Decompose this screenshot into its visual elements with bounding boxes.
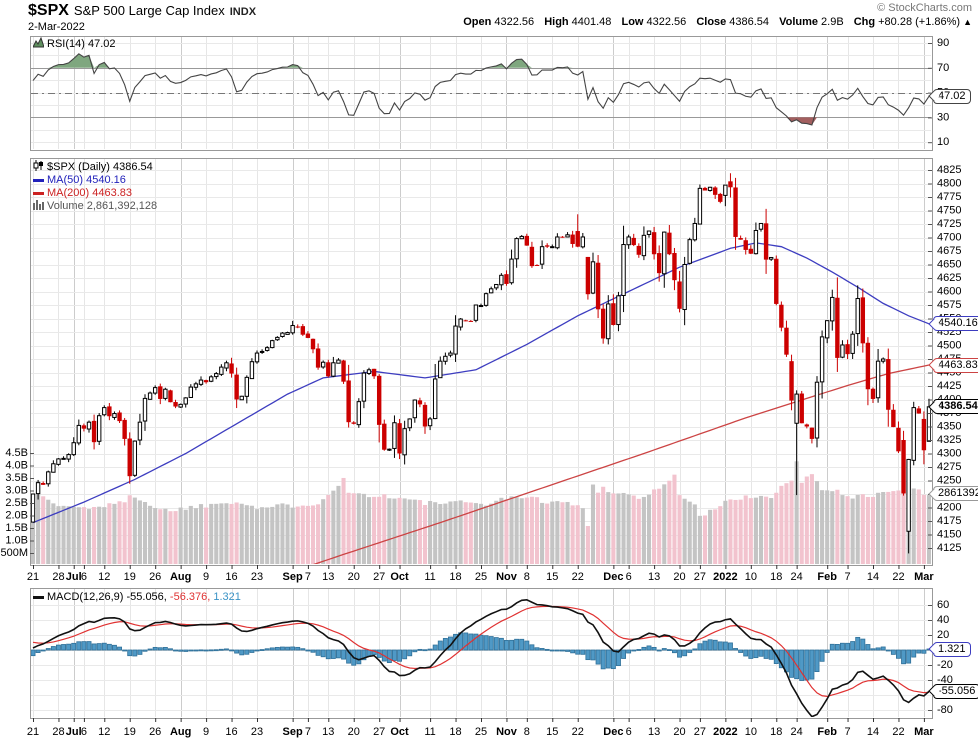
chg-label: Chg bbox=[853, 16, 876, 28]
volume-value: 2.9B bbox=[821, 16, 844, 28]
rsi-legend-label: RSI(14) 47.02 bbox=[47, 38, 116, 50]
rsi-legend: RSI(14) 47.02 bbox=[32, 36, 116, 52]
low-label: Low bbox=[621, 16, 644, 28]
ma200-legend: MA(200) 4463.83 bbox=[47, 187, 132, 199]
macd-value-badge: -55.056 bbox=[933, 683, 978, 699]
main-legend: $SPX (Daily) 4386.54 MA(50) 4540.16 MA(2… bbox=[33, 160, 158, 214]
rsi-area-icon bbox=[32, 36, 45, 52]
macd-hist-value: 1.321 bbox=[213, 591, 241, 603]
candlestick-icon bbox=[33, 160, 44, 175]
header-left: $SPX S&P 500 Large Cap Index INDX 2-Mar-20… bbox=[28, 2, 256, 33]
ma200-line-icon bbox=[33, 192, 44, 195]
close-value: 4386.54 bbox=[729, 16, 770, 28]
date-label: 2-Mar-2022 bbox=[28, 21, 85, 33]
ma50-line-icon bbox=[33, 179, 44, 182]
ma50-legend: MA(50) 4540.16 bbox=[47, 174, 126, 186]
volume-bars-icon bbox=[33, 199, 44, 214]
low-value: 4322.56 bbox=[646, 16, 687, 28]
close-price-badge: 4386.54 bbox=[933, 399, 978, 415]
symbol: $SPX bbox=[28, 2, 69, 19]
ma200-value-badge: 4463.83 bbox=[933, 357, 978, 373]
macd-hist-badge: 1.321 bbox=[933, 641, 971, 657]
volume-label: Volume bbox=[779, 16, 819, 28]
copyright: © StockCharts.com bbox=[877, 2, 972, 14]
quote-line: Open 4322.56 High 4401.48 Low 4322.56 Close… bbox=[456, 16, 972, 28]
header-right: © StockCharts.com Open 4322.56 High 4401.4… bbox=[456, 2, 972, 28]
macd-legend-prefix: MACD(12,26,9) bbox=[47, 591, 124, 603]
close-label: Close bbox=[696, 16, 727, 28]
macd-value: -55.056, bbox=[126, 591, 167, 603]
macd-signal-value: -56.376, bbox=[169, 591, 211, 603]
volume-legend: Volume 2,861,392,128 bbox=[47, 200, 158, 212]
ma50-value-badge: 4540.16 bbox=[933, 316, 978, 332]
exchange-label: INDX bbox=[229, 6, 257, 18]
header: $SPX S&P 500 Large Cap Index INDX 2-Mar-20… bbox=[28, 2, 972, 33]
chg-value: +80.28 (+1.86%) bbox=[878, 16, 961, 28]
high-value: 4401.48 bbox=[571, 16, 612, 28]
main-legend-symbol: $SPX (Daily) 4386.54 bbox=[47, 161, 153, 173]
rsi-value-badge: 47.02 bbox=[933, 88, 971, 104]
open-label: Open bbox=[463, 16, 492, 28]
open-value: 4322.56 bbox=[494, 16, 535, 28]
up-arrow-icon: ▲ bbox=[963, 17, 972, 27]
high-label: High bbox=[544, 16, 569, 28]
index-title: S&P 500 Large Cap Index bbox=[73, 3, 225, 18]
macd-legend: MACD(12,26,9) -55.056, -56.376, 1.321 bbox=[33, 591, 241, 604]
macd-line-icon bbox=[33, 596, 44, 599]
volume-value-badge: 2861392 bbox=[933, 486, 978, 502]
